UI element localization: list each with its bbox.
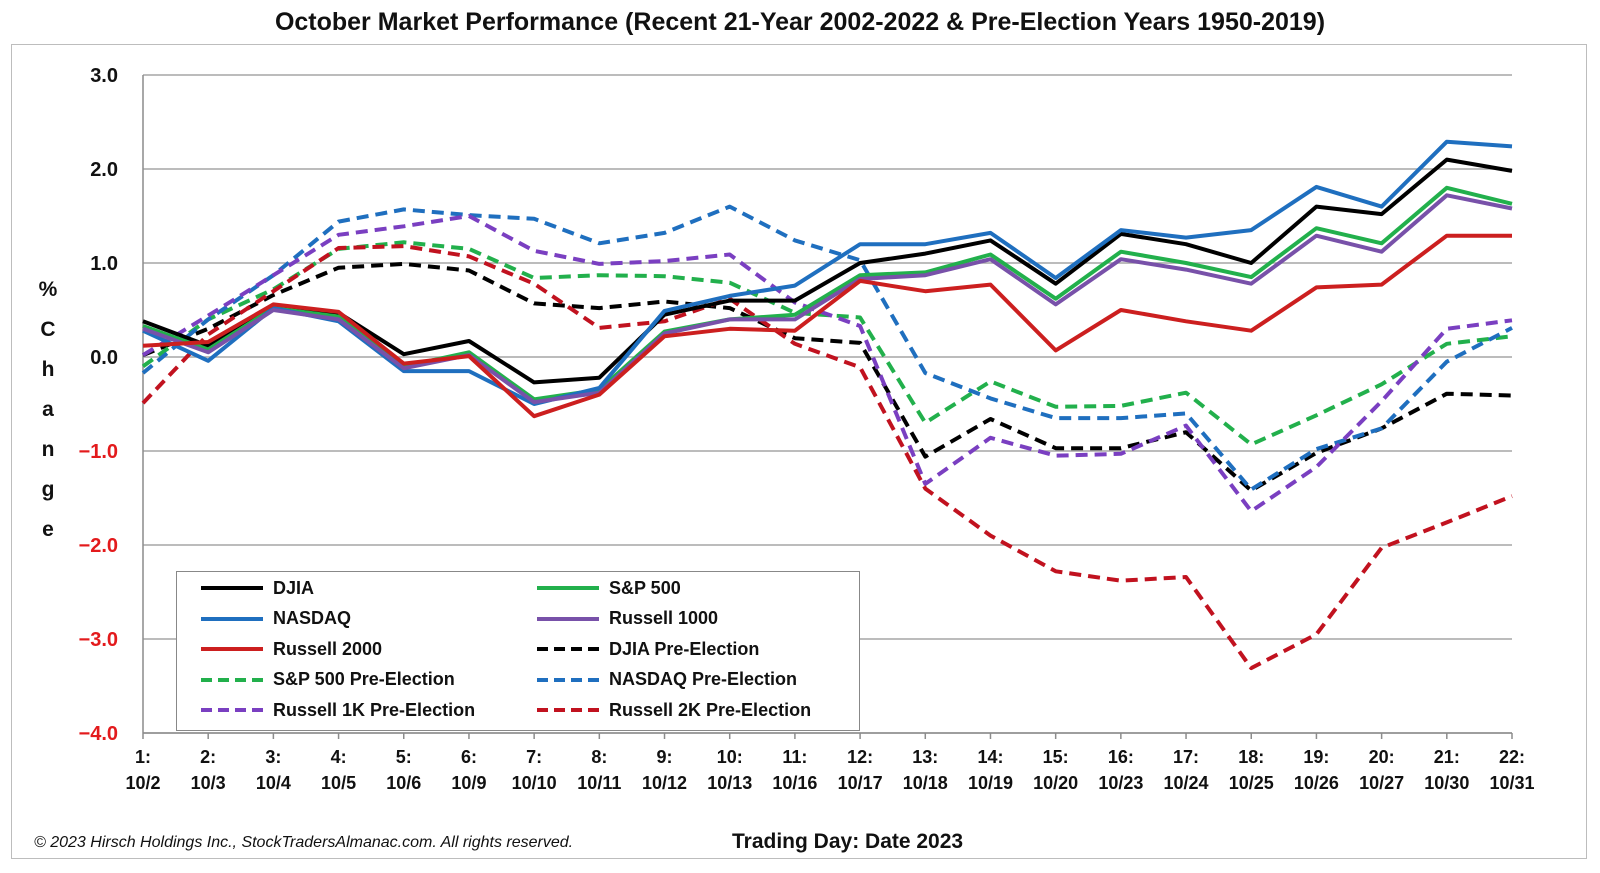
- legend-item: NASDAQ Pre-Election: [535, 666, 797, 694]
- x-tick-label: 6: 10/9: [451, 747, 486, 793]
- series-line-s-p-500-pre-election: [141, 240, 1513, 447]
- x-tick-label: 11: 10/16: [772, 747, 817, 793]
- legend-label: DJIA Pre-Election: [609, 638, 760, 659]
- legend-swatch: [201, 677, 263, 682]
- x-tick-label: 12: 10/17: [838, 747, 883, 793]
- series-line-nasdaq: [142, 139, 1513, 406]
- series-line-russell-1k-pre-election: [141, 214, 1513, 514]
- legend-label: S&P 500 Pre-Election: [273, 669, 455, 689]
- legend-swatch: [201, 647, 263, 651]
- y-tick-label: −1.0: [79, 441, 118, 463]
- legend-swatch: [201, 708, 263, 712]
- x-tick-label: 16: 10/23: [1098, 747, 1143, 793]
- legend-swatch: [537, 647, 599, 651]
- x-tick-label: 14: 10/19: [968, 747, 1013, 793]
- x-tick-label: 2: 10/3: [191, 747, 226, 793]
- legend-item: DJIA Pre-Election: [535, 635, 759, 663]
- x-tick-label: 15: 10/20: [1033, 747, 1078, 793]
- y-tick-label: −4.0: [79, 723, 118, 745]
- legend-label: Russell 2000: [273, 638, 383, 659]
- y-axis-label-char: C: [40, 318, 56, 341]
- legend-item: Russell 2000: [199, 635, 382, 663]
- legend-label: NASDAQ Pre-Election: [609, 669, 798, 689]
- legend-item: Russell 1000: [535, 605, 718, 633]
- x-tick-label: 21: 10/30: [1424, 747, 1469, 793]
- x-tick-label: 5: 10/6: [386, 747, 421, 793]
- y-tick-label: −2.0: [79, 535, 118, 557]
- gridlines: [143, 74, 1512, 734]
- y-tick-label: 2.0: [90, 159, 118, 181]
- legend-swatch: [537, 708, 599, 712]
- series-line-djia: [142, 157, 1513, 385]
- chart-title: October Market Performance (Recent 21-Ye…: [274, 8, 1326, 36]
- legend-label: NASDAQ: [273, 608, 352, 628]
- legend-item: NASDAQ: [199, 605, 351, 633]
- series-lines: [141, 139, 1513, 671]
- x-tick-label: 22: 10/31: [1489, 747, 1534, 793]
- legend-item: Russell 2K Pre-Election: [535, 696, 811, 724]
- legend-swatch: [201, 586, 263, 590]
- legend: DJIA S&P 500 NASDAQ Russell 1000 Russell 200…: [176, 571, 860, 731]
- legend-label: Russell 1000: [609, 608, 719, 628]
- x-tick-label: 1: 10/2: [125, 747, 160, 793]
- series-line-russell-2000: [142, 233, 1512, 419]
- legend-swatch: [201, 616, 263, 621]
- copyright-notice: © 2023 Hirsch Holdings Inc., StockTrader…: [34, 834, 574, 851]
- x-tick-label: 4: 10/5: [321, 747, 356, 793]
- x-tick-label: 8: 10/11: [577, 747, 621, 793]
- y-tick-label: 1.0: [90, 253, 118, 275]
- axes: 3.0 2.0 1.0 0.0 −1.0 −2.0 −3.0 −4.0 1: 10/2 2: 10/3…: [79, 65, 1535, 793]
- legend-label: S&P 500: [609, 577, 681, 598]
- x-tick-label: 13: 10/18: [903, 747, 948, 793]
- y-tick-label: 3.0: [90, 65, 118, 87]
- legend-swatch: [537, 586, 599, 590]
- x-tick-label: 20: 10/27: [1359, 747, 1404, 793]
- y-axis-label-char: n: [41, 438, 55, 461]
- x-axis-label: Trading Day: Date 2023: [732, 830, 964, 853]
- legend-item: DJIA: [199, 574, 314, 602]
- legend-item: S&P 500 Pre-Election: [199, 666, 455, 694]
- y-axis-label-char: g: [41, 478, 55, 501]
- y-tick-label: −3.0: [79, 629, 118, 651]
- x-tick-label: 18: 10/25: [1229, 747, 1274, 793]
- x-tick-label: 3: 10/4: [256, 747, 291, 793]
- series-line-russell-1000: [142, 193, 1513, 405]
- legend-label: Russell 1K Pre-Election: [273, 699, 476, 720]
- legend-swatch: [537, 677, 599, 682]
- y-tick-label: 0.0: [90, 347, 118, 369]
- y-axis-label-char: e: [42, 518, 54, 541]
- y-axis-label-char: %: [38, 278, 58, 301]
- series-line-djia-pre-election: [142, 261, 1513, 493]
- x-tick-label: 9: 10/12: [642, 747, 687, 793]
- legend-label: Russell 2K Pre-Election: [609, 699, 812, 720]
- series-line-russell-2k-pre-election: [141, 244, 1513, 671]
- legend-label: DJIA: [273, 577, 315, 598]
- y-axis-label-char: h: [41, 358, 55, 381]
- y-axis-label-char: a: [42, 398, 54, 421]
- legend-swatch: [537, 616, 599, 621]
- chart-frame: [11, 44, 1587, 859]
- x-tick-label: 17: 10/24: [1164, 747, 1209, 793]
- legend-item: Russell 1K Pre-Election: [199, 696, 475, 724]
- x-tick-label: 7: 10/10: [512, 747, 557, 793]
- legend-item: S&P 500: [535, 574, 681, 602]
- x-tick-label: 10: 10/13: [707, 747, 752, 793]
- x-tick-label: 19: 10/26: [1294, 747, 1339, 793]
